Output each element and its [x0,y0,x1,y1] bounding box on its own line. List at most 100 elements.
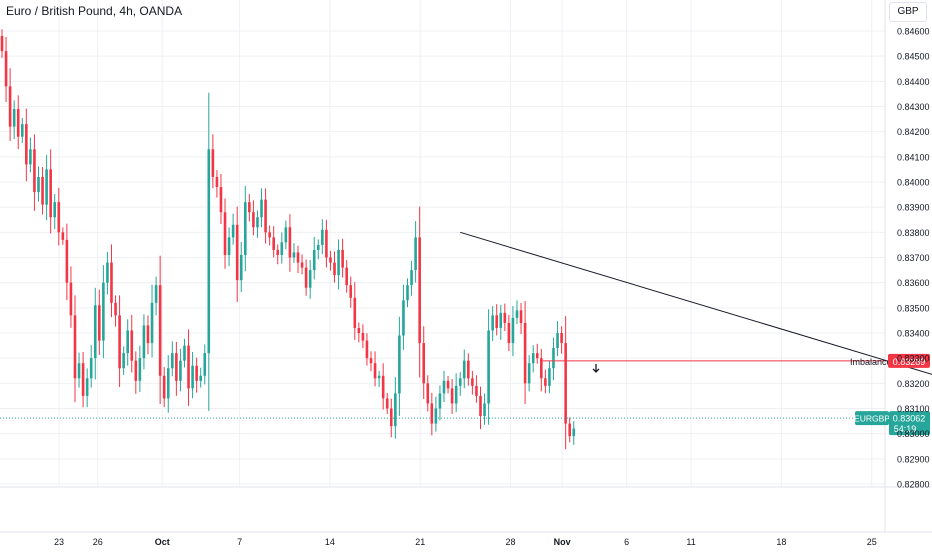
candle-body [41,176,44,205]
symbol-title: Euro / British Pound, 4h, OANDA [6,4,183,18]
candle-body [0,36,4,52]
y-tick-label: 0.83900 [897,203,930,213]
y-tick-label: 0.82800 [897,480,930,490]
candle-body [154,285,158,303]
y-tick-label: 0.84500 [897,52,930,62]
candle-body [535,353,539,359]
candle-body [507,322,511,344]
candle-body [552,348,555,369]
candle-body [369,358,373,364]
candle-body [179,360,182,381]
candle-body [53,202,57,218]
candle-body [548,368,551,386]
candle-body [410,270,413,286]
candle-body [207,149,211,354]
candle-body [29,149,32,165]
candle-body [398,335,401,394]
trendline[interactable] [460,231,932,383]
candle-body [329,257,332,263]
candle-body [511,317,515,344]
candle-body [426,383,430,404]
imbalance-price-label: 0.83289 [893,357,926,367]
candle-body [49,169,52,218]
candle-body [406,285,409,301]
candle-body [438,393,442,409]
candle-body [8,86,12,127]
candle-body [69,282,73,316]
imbalance-price-tag [888,353,930,368]
candle-body [491,315,494,331]
candle-body [402,300,405,336]
candle-body [122,353,125,369]
y-tick-label: 0.84000 [897,178,930,188]
candle-body [377,375,381,379]
candle-body [20,124,24,137]
x-tick-label: 25 [867,537,877,547]
candle-body [361,333,365,341]
currency-button[interactable]: GBP [889,2,927,22]
candle-body [106,262,109,283]
x-tick-label: 6 [624,537,629,547]
candle-body [264,199,267,233]
last-price-label: 0.83062 [893,414,926,424]
y-tick-label: 0.83700 [897,253,930,263]
candle-body [134,360,138,381]
candle-body [556,333,559,349]
candle-body [357,327,361,333]
candle-body [499,312,503,328]
x-tick-label: 18 [776,537,786,547]
symbol-tag: EURGBP [854,414,890,424]
candle-body [85,378,89,396]
imbalance-label: Imbalance [850,357,892,367]
candle-body [114,302,117,316]
candle-body [312,249,316,271]
candle-body [158,285,162,376]
candle-body [272,237,275,250]
candle-body [450,388,454,404]
candle-body [333,262,336,276]
candle-body [276,249,280,255]
last-price-tag [889,411,930,436]
candle-body [458,378,462,386]
countdown-label: 54:19 [894,424,917,434]
x-tick-label: Oct [155,537,170,547]
candle-body [430,403,434,424]
candle-body [45,169,48,205]
candle-body [215,176,219,188]
candle-body [316,244,320,250]
candle-body [102,282,105,341]
candle-body [381,375,385,399]
y-tick-label: 0.83400 [897,329,930,339]
candle-body [130,330,134,361]
candle-body [337,249,340,276]
candle-body [110,262,113,303]
candle-body [442,380,446,394]
x-tick-label: 7 [237,537,242,547]
candle-body [353,297,357,328]
candle-body [394,393,397,427]
candle-body [540,358,543,379]
candle-body [292,252,296,258]
candle-body [471,378,474,386]
candle-body [475,385,478,396]
candle-body [523,322,527,384]
y-tick-label: 0.84100 [897,152,930,162]
candle-body [191,365,194,389]
candle-body [171,353,174,369]
candle-body [57,202,61,233]
candle-body [304,267,308,288]
candle-body [308,270,312,288]
x-tick-label: 21 [415,537,425,547]
candle-body [572,428,576,437]
candle-body [166,368,170,399]
candle-body [256,217,259,228]
candle-body [187,345,190,389]
candle-body [142,325,146,359]
candle-body [4,51,8,87]
candle-body [446,380,450,389]
candle-body [483,403,486,417]
candle-body [568,423,571,437]
candle-body [531,353,535,364]
